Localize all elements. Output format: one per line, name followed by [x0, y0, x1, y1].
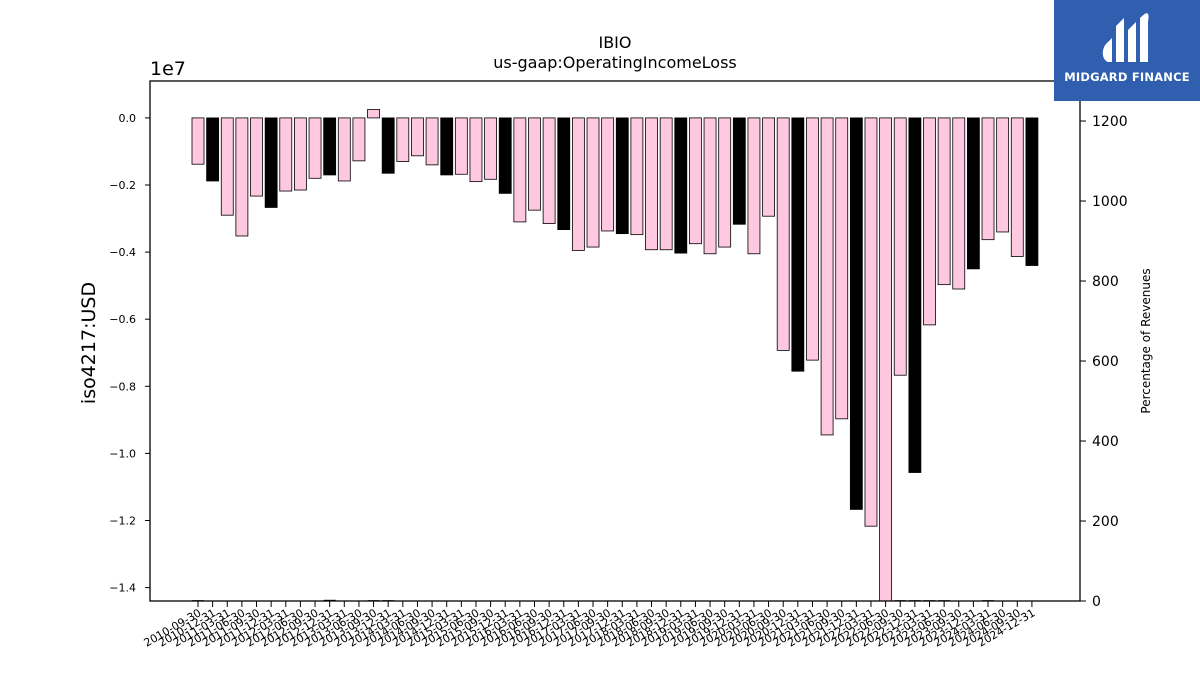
bar-2013-03-31	[337, 117, 351, 182]
bar-2014-06-30	[411, 117, 424, 157]
bar-2011-12-31	[264, 117, 278, 208]
y-tick-label: −1.2	[109, 514, 136, 527]
bar-2018-06-30	[645, 117, 658, 251]
y2-tick-label: 0	[1092, 594, 1101, 610]
bar-2018-03-31	[630, 117, 644, 236]
y2-axis-label: Percentage of Revenues	[1139, 268, 1153, 413]
y-tick-label: −1.4	[109, 582, 136, 595]
bar-2016-06-30	[528, 117, 541, 211]
bar-2021-09-30	[835, 117, 849, 420]
bar-2020-12-31	[791, 117, 805, 372]
bar-2022-12-31	[908, 117, 922, 473]
y-tick-label: −0.6	[109, 313, 136, 326]
bar-2010-12-31	[206, 117, 220, 182]
bar-2013-09-30	[367, 109, 380, 119]
bar-2017-03-31	[571, 117, 585, 251]
bar-2018-12-31	[674, 117, 688, 254]
bar-2019-06-30	[703, 117, 717, 255]
bar-2013-12-31	[381, 117, 395, 174]
chart-title: IBIO	[598, 33, 631, 52]
bar-2012-09-30	[308, 117, 322, 179]
brand-logo: MIDGARD FINANCE	[1054, 0, 1200, 101]
bar-2011-03-31	[220, 117, 234, 216]
y-tick-label: −1.0	[109, 447, 136, 460]
bar-2011-09-30	[250, 117, 263, 197]
bar-2021-03-31	[806, 117, 819, 361]
bar-2019-09-30	[718, 117, 732, 248]
bar-2016-09-30	[542, 117, 556, 224]
bar-2024-09-30	[1010, 117, 1024, 257]
bar-2016-03-31	[513, 117, 527, 223]
chart-subtitle: us-gaap:OperatingIncomeLoss	[493, 53, 737, 72]
bar-2024-06-30	[996, 117, 1010, 233]
bar-2018-09-30	[659, 117, 673, 251]
bar-2017-09-30	[601, 117, 615, 232]
y2-tick-label: 400	[1092, 434, 1119, 450]
bar-2022-09-30	[893, 117, 907, 376]
bar-2021-06-30	[820, 117, 834, 436]
bar-2015-03-31	[454, 117, 468, 175]
bar-2015-09-30	[484, 117, 498, 180]
bar-2020-03-31	[747, 117, 761, 255]
y-tick-label: −0.2	[109, 179, 136, 192]
bar-2014-12-31	[440, 117, 454, 176]
bar-2020-06-30	[762, 117, 775, 217]
y2-tick-label: 200	[1092, 514, 1119, 530]
midgard-logo-icon	[1102, 13, 1149, 63]
bar-2015-12-31	[498, 117, 512, 194]
bar-2013-06-30	[352, 117, 366, 162]
bar-2024-03-31	[981, 117, 995, 241]
bar-2022-03-31	[864, 117, 878, 527]
y-axis-label: iso4217:USD	[78, 282, 100, 404]
plot-frame	[149, 80, 1081, 602]
y-tick-label: −0.8	[109, 380, 136, 393]
y2-tick-label: 600	[1092, 354, 1119, 370]
y-tick-label: −0.4	[109, 246, 136, 259]
bar-2023-06-30	[937, 117, 951, 286]
bar-2017-06-30	[586, 117, 600, 248]
bar-2021-12-31	[849, 117, 863, 510]
bar-2023-03-31	[923, 117, 936, 326]
bar-2024-12-31	[1025, 117, 1039, 266]
bar-2014-09-30	[425, 117, 439, 166]
bar-2014-03-31	[396, 117, 410, 162]
bar-2019-12-31	[732, 117, 746, 225]
bar-2016-12-31	[557, 117, 571, 231]
bar-2017-12-31	[615, 117, 629, 235]
y2-tick-label: 1000	[1092, 194, 1128, 210]
bar-2012-03-31	[279, 117, 293, 192]
bar-2022-06-30	[879, 117, 893, 602]
bar-2023-12-31	[966, 117, 980, 270]
y2-tick-label: 1200	[1092, 114, 1128, 130]
bar-2015-06-30	[469, 117, 483, 183]
bar-2010-09-30	[191, 117, 205, 165]
bar-2020-09-30	[776, 117, 790, 351]
bar-2019-03-31	[689, 117, 702, 245]
bar-2011-06-30	[235, 117, 249, 237]
bar-2012-06-30	[294, 117, 307, 191]
y2-tick-label: 800	[1092, 274, 1119, 290]
bar-2023-09-30	[952, 117, 966, 290]
y-tick-label: 0.0	[119, 112, 137, 125]
y-scale-label: 1e7	[150, 58, 186, 80]
logo-text: MIDGARD FINANCE	[1064, 70, 1190, 84]
bar-2012-12-31	[323, 117, 337, 176]
